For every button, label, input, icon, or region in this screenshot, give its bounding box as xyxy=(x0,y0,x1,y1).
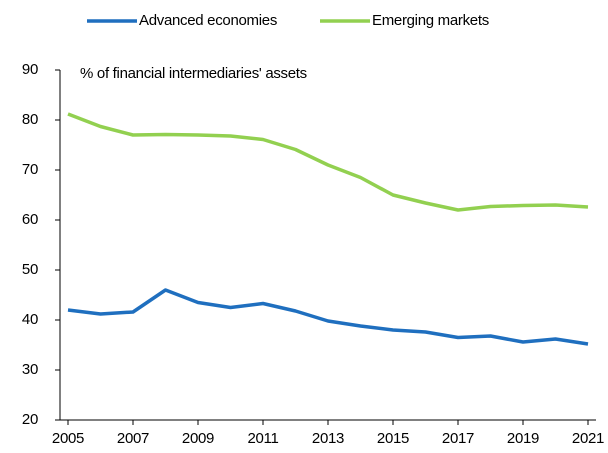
x-tick-label: 2007 xyxy=(117,430,149,447)
legend-label: Advanced economies xyxy=(139,12,277,29)
annotation: % of financial intermediaries' assets xyxy=(80,65,307,82)
y-tick-label: 50 xyxy=(22,261,38,278)
series-line xyxy=(67,288,589,346)
y-tick-label: 30 xyxy=(22,361,38,378)
y-tick-label: 40 xyxy=(22,311,38,328)
legend-label: Emerging markets xyxy=(372,12,489,29)
x-tick-label: 2005 xyxy=(52,430,84,447)
x-tick-label: 2013 xyxy=(312,430,344,447)
y-tick-label: 90 xyxy=(22,61,38,78)
x-tick-label: 2009 xyxy=(182,430,214,447)
y-tick-label: 70 xyxy=(22,161,38,178)
x-tick-label: 2015 xyxy=(377,430,409,447)
x-tick-label: 2011 xyxy=(247,430,278,447)
y-tick-label: 60 xyxy=(22,211,38,228)
series-line xyxy=(67,112,589,212)
x-tick-label: 2021 xyxy=(572,430,604,447)
x-tick-label: 2019 xyxy=(507,430,539,447)
y-tick-label: 20 xyxy=(22,411,38,428)
y-tick-label: 80 xyxy=(22,111,38,128)
x-tick-label: 2017 xyxy=(442,430,474,447)
